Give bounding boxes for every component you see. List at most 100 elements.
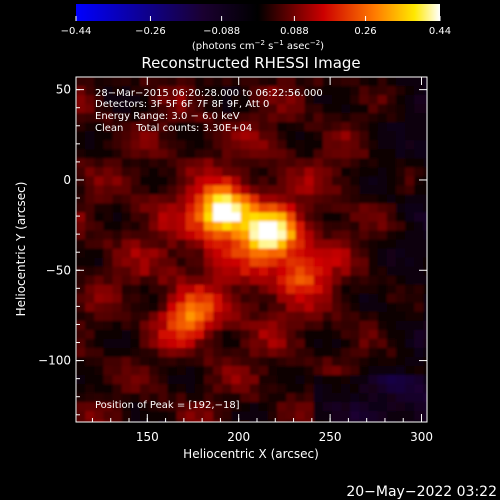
heatmap-cell (176, 203, 187, 214)
heatmap-cell (139, 293, 150, 304)
heatmap-cell (167, 366, 178, 376)
heatmap-cell (377, 347, 388, 358)
heatmap-cell (167, 167, 178, 177)
heatmap-cell (121, 113, 132, 123)
heatmap-cell (167, 176, 178, 186)
heatmap-cell (121, 131, 132, 141)
heatmap-cell (277, 402, 287, 412)
heatmap-cell (76, 221, 86, 232)
heatmap-cell (313, 248, 324, 259)
heatmap-cell (286, 230, 296, 241)
heatmap-cell (386, 203, 397, 214)
heatmap-cell (286, 113, 296, 123)
heatmap-cell (386, 393, 397, 403)
heatmap-cell (185, 356, 196, 367)
heatmap-cell (185, 194, 196, 205)
heatmap-cell (377, 384, 388, 394)
heatmap-cell (414, 131, 424, 141)
heatmap-cell (322, 375, 333, 385)
heatmap-cell (313, 212, 324, 223)
heatmap-cell (277, 284, 287, 295)
heatmap-cell (322, 167, 333, 177)
heatmap-cell (139, 347, 150, 358)
heatmap-cell (149, 248, 159, 259)
heatmap-cell (176, 158, 187, 168)
heatmap-cell (386, 384, 397, 394)
heatmap-cell (341, 293, 351, 304)
heatmap-cell (322, 320, 333, 331)
heatmap-cell (121, 194, 132, 205)
heatmap-cell (377, 239, 388, 250)
heatmap-cell (386, 113, 397, 123)
heatmap-cell (359, 356, 370, 367)
heatmap-cell (213, 122, 223, 132)
heatmap-cell (240, 95, 251, 105)
heatmap-cell (231, 122, 242, 132)
heatmap-cell (313, 393, 324, 403)
heatmap-cell (213, 239, 223, 250)
heatmap-cell (295, 176, 306, 186)
heatmap-cell (194, 104, 205, 114)
heatmap-cell (121, 420, 132, 422)
heatmap-cell (377, 221, 388, 232)
heatmap-cell (377, 257, 388, 268)
heatmap-cell (405, 356, 415, 367)
heatmap-cell (167, 320, 178, 331)
heatmap-cell (112, 86, 123, 96)
heatmap-cell (304, 149, 315, 159)
heatmap-cell (130, 113, 141, 123)
heatmap-cell (277, 77, 287, 87)
heatmap-cell (76, 131, 86, 141)
heatmap-cell (359, 230, 370, 241)
heatmap-cell (395, 384, 406, 394)
heatmap-cell (103, 375, 114, 385)
heatmap-cell (359, 158, 370, 168)
heatmap-cell (277, 411, 287, 421)
heatmap-cell (359, 302, 370, 313)
heatmap-cell (130, 95, 141, 105)
heatmap-cell (240, 248, 251, 259)
heatmap-cell (395, 302, 406, 313)
heatmap-cell (231, 257, 242, 268)
heatmap-cell (286, 185, 296, 196)
heatmap-cell (405, 239, 415, 250)
heatmap-cell (286, 86, 296, 96)
heatmap-cell (203, 230, 214, 241)
heatmap-cell (213, 320, 223, 331)
heatmap-cell (158, 185, 169, 196)
heatmap-cell (231, 393, 242, 403)
heatmap-cell (85, 266, 95, 277)
heatmap-cell (423, 77, 427, 87)
heatmap-cell (313, 185, 324, 196)
heatmap-cell (94, 393, 105, 403)
heatmap-cell (130, 185, 141, 196)
heatmap-cell (359, 194, 370, 205)
heatmap-cell (386, 158, 397, 168)
heatmap-cell (322, 86, 333, 96)
heatmap-cell (158, 230, 169, 241)
heatmap-cell (414, 122, 424, 132)
heatmap-cell (277, 420, 287, 422)
heatmap-cell (121, 149, 132, 159)
heatmap-cell (167, 185, 178, 196)
heatmap-cell (322, 239, 333, 250)
heatmap-cell (414, 194, 424, 205)
heatmap-cell (313, 366, 324, 376)
heatmap-cell (331, 293, 342, 304)
heatmap-cell (76, 329, 86, 340)
heatmap-cell (240, 302, 251, 313)
heatmap-cell (85, 95, 95, 105)
heatmap-cell (313, 311, 324, 322)
heatmap-cell (395, 356, 406, 367)
heatmap-cell (185, 375, 196, 385)
heatmap-cell (267, 131, 278, 141)
heatmap-cell (386, 104, 397, 114)
heatmap-cell (277, 230, 287, 241)
heatmap-cell (286, 284, 296, 295)
heatmap-cell (76, 311, 86, 322)
heatmap-cell (94, 302, 105, 313)
heatmap-cell (185, 149, 196, 159)
heatmap-cell (203, 420, 214, 422)
heatmap-cell (112, 366, 123, 376)
heatmap-cell (139, 230, 150, 241)
